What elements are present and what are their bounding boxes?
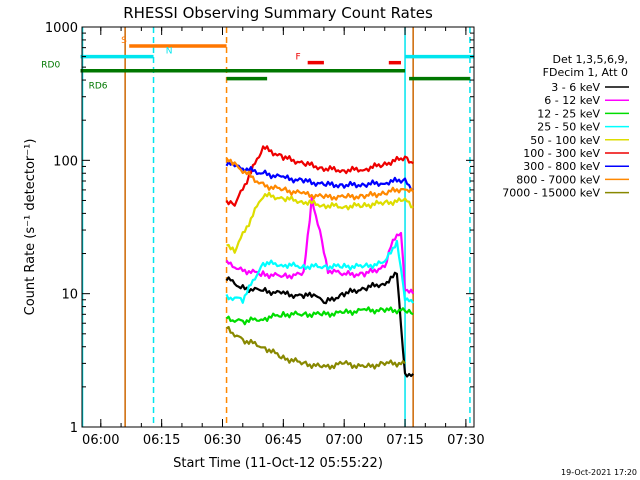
series-line	[225, 145, 414, 207]
x-tick-label: 06:30	[204, 433, 241, 448]
y-tick-label: 1	[70, 421, 78, 436]
x-tick-label: 06:00	[82, 433, 119, 448]
legend-entry-label: 300 - 800 keV	[523, 160, 600, 173]
legend-header: Det 1,3,5,6,9,	[552, 53, 628, 66]
series-line	[225, 306, 414, 326]
x-axis-label: Start Time (11-Oct-12 05:55:22)	[173, 456, 383, 471]
legend-entry-label: 3 - 6 keV	[551, 81, 600, 94]
axes: 1 10 100 1000 06:00 06:15 06:30 06:45 07:00 07:15…	[45, 21, 485, 448]
flag-label: N	[166, 47, 173, 57]
legend: Det 1,3,5,6,9,FDecim 1, Att 0 3 - 6 keV6 …	[502, 53, 629, 200]
series-line	[225, 325, 406, 370]
plot-frame	[81, 26, 475, 428]
x-tick-label: 07:00	[325, 433, 362, 448]
chart-title: RHESSI Observing Summary Count Rates	[123, 4, 433, 22]
legend-entry-label: 6 - 12 keV	[544, 94, 600, 107]
generation-timestamp: 19-Oct-2021 17:20	[561, 468, 637, 477]
flag-label: RD0	[41, 61, 60, 71]
series-line	[225, 239, 415, 304]
legend-entry-label: 7000 - 15000 keV	[502, 187, 600, 200]
legend-header: FDecim 1, Att 0	[543, 66, 628, 79]
plot-area: S N F RD0 RD6	[41, 27, 474, 427]
series-line	[225, 161, 414, 191]
y-axis-label: Count Rate (s⁻¹ detector⁻¹)	[23, 139, 38, 316]
legend-entry-label: 100 - 300 keV	[523, 147, 600, 160]
flag-label: F	[296, 53, 301, 63]
legend-entry-label: 12 - 25 keV	[537, 107, 600, 120]
legend-entry-label: 50 - 100 keV	[530, 134, 600, 147]
flag-label: RD6	[89, 82, 108, 92]
y-tick-label: 1000	[45, 21, 78, 36]
x-tick-label: 06:45	[265, 433, 302, 448]
series-line	[225, 271, 414, 378]
y-tick-label: 100	[53, 154, 78, 169]
legend-entry-label: 25 - 50 keV	[537, 121, 600, 134]
x-tick-label: 07:30	[447, 433, 484, 448]
flag-label: S	[121, 36, 127, 46]
legend-entry-label: 800 - 7000 keV	[516, 173, 600, 186]
y-tick-label: 10	[61, 288, 78, 303]
x-tick-label: 06:15	[143, 433, 180, 448]
x-tick-label: 07:15	[386, 433, 423, 448]
series-line	[225, 157, 415, 201]
series-line	[226, 191, 414, 254]
